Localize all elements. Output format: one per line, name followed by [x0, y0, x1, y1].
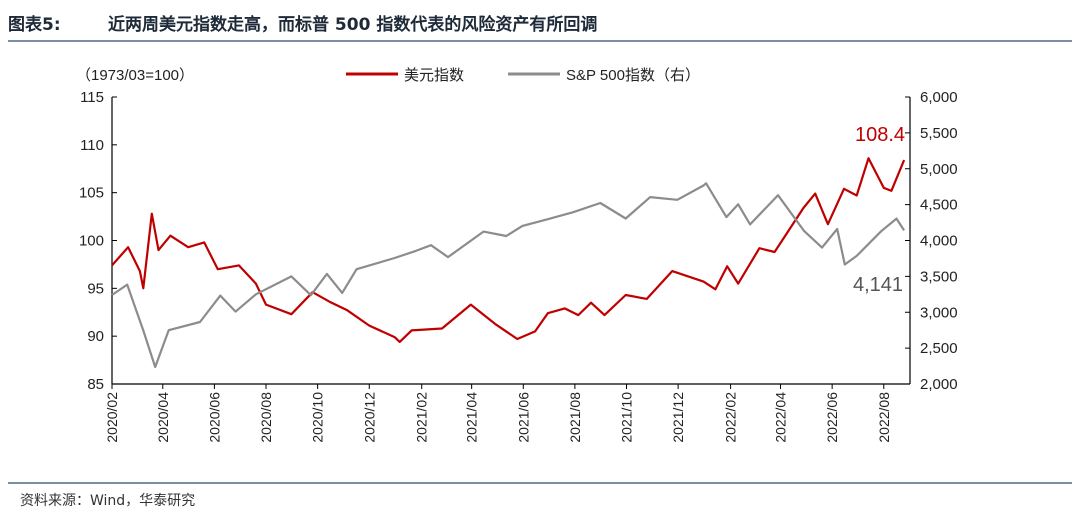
right-tick-label: 4,000: [920, 233, 958, 250]
right-tick-label: 2,500: [920, 340, 958, 357]
left-tick-label: 85: [87, 376, 104, 393]
x-tick-label: 2022/08: [876, 392, 892, 443]
x-tick-label: 2020/02: [104, 392, 120, 443]
x-tick-label: 2022/04: [773, 392, 789, 443]
left-tick-label: 90: [87, 328, 104, 345]
x-tick-label: 2020/04: [155, 392, 171, 443]
right-tick-label: 5,000: [920, 161, 958, 178]
axes-group: 85 90 95 100 105 110 115 2,000 2,500 3,000 3,500 4,…: [79, 89, 958, 443]
legend-label-spx: S&P 500指数（右）: [566, 67, 700, 84]
x-tick-label: 2020/06: [206, 392, 222, 443]
x-tick-label: 2021/04: [464, 392, 480, 443]
x-tick-label: 2021/02: [414, 392, 430, 443]
x-tick-label: 2021/08: [567, 392, 583, 443]
x-tick-label: 2020/10: [310, 392, 326, 443]
right-tick-label: 6,000: [920, 89, 958, 106]
right-tick-label: 4,500: [920, 197, 958, 214]
right-tick-label: 3,500: [920, 268, 958, 285]
x-tick-label: 2022/06: [824, 392, 840, 443]
right-tick-label: 5,500: [920, 125, 958, 142]
title-bar: 图表5: 近两周美元指数走高，而标普 500 指数代表的风险资产有所回调: [8, 6, 1072, 42]
series-line-spx: [111, 182, 906, 369]
x-tick-label: 2020/12: [361, 392, 377, 443]
chart-title: 近两周美元指数走高，而标普 500 指数代表的风险资产有所回调: [108, 15, 598, 35]
x-tick-label: 2022/02: [723, 392, 739, 443]
left-tick-label: 100: [79, 233, 104, 250]
x-tick-label: 2021/10: [619, 392, 635, 443]
source-divider: [8, 482, 1072, 484]
end-label-spx: 4,141: [853, 274, 903, 296]
left-tick-label: 95: [87, 280, 104, 297]
left-tick-label: 115: [80, 89, 104, 106]
right-tick-label: 2,000: [920, 376, 958, 393]
left-axis-note: （1973/03=100）: [76, 67, 194, 84]
end-label-dxy: 108.4: [855, 124, 905, 146]
x-tick-label: 2020/08: [258, 392, 274, 443]
left-tick-label: 105: [79, 185, 104, 202]
series-group: 108.4 4,141: [111, 124, 906, 369]
figure-label: 图表5:: [8, 15, 61, 35]
legend: 美元指数 S&P 500指数（右）: [346, 67, 700, 84]
series-line-dxy: [111, 157, 906, 343]
left-tick-label: 110: [80, 137, 104, 154]
x-tick-label: 2021/06: [515, 392, 531, 443]
x-tick-label: 2021/12: [670, 392, 686, 443]
legend-label-dxy: 美元指数: [404, 67, 464, 84]
source-note: 资料来源：Wind，华泰研究: [20, 493, 196, 509]
right-tick-label: 3,000: [920, 304, 958, 321]
